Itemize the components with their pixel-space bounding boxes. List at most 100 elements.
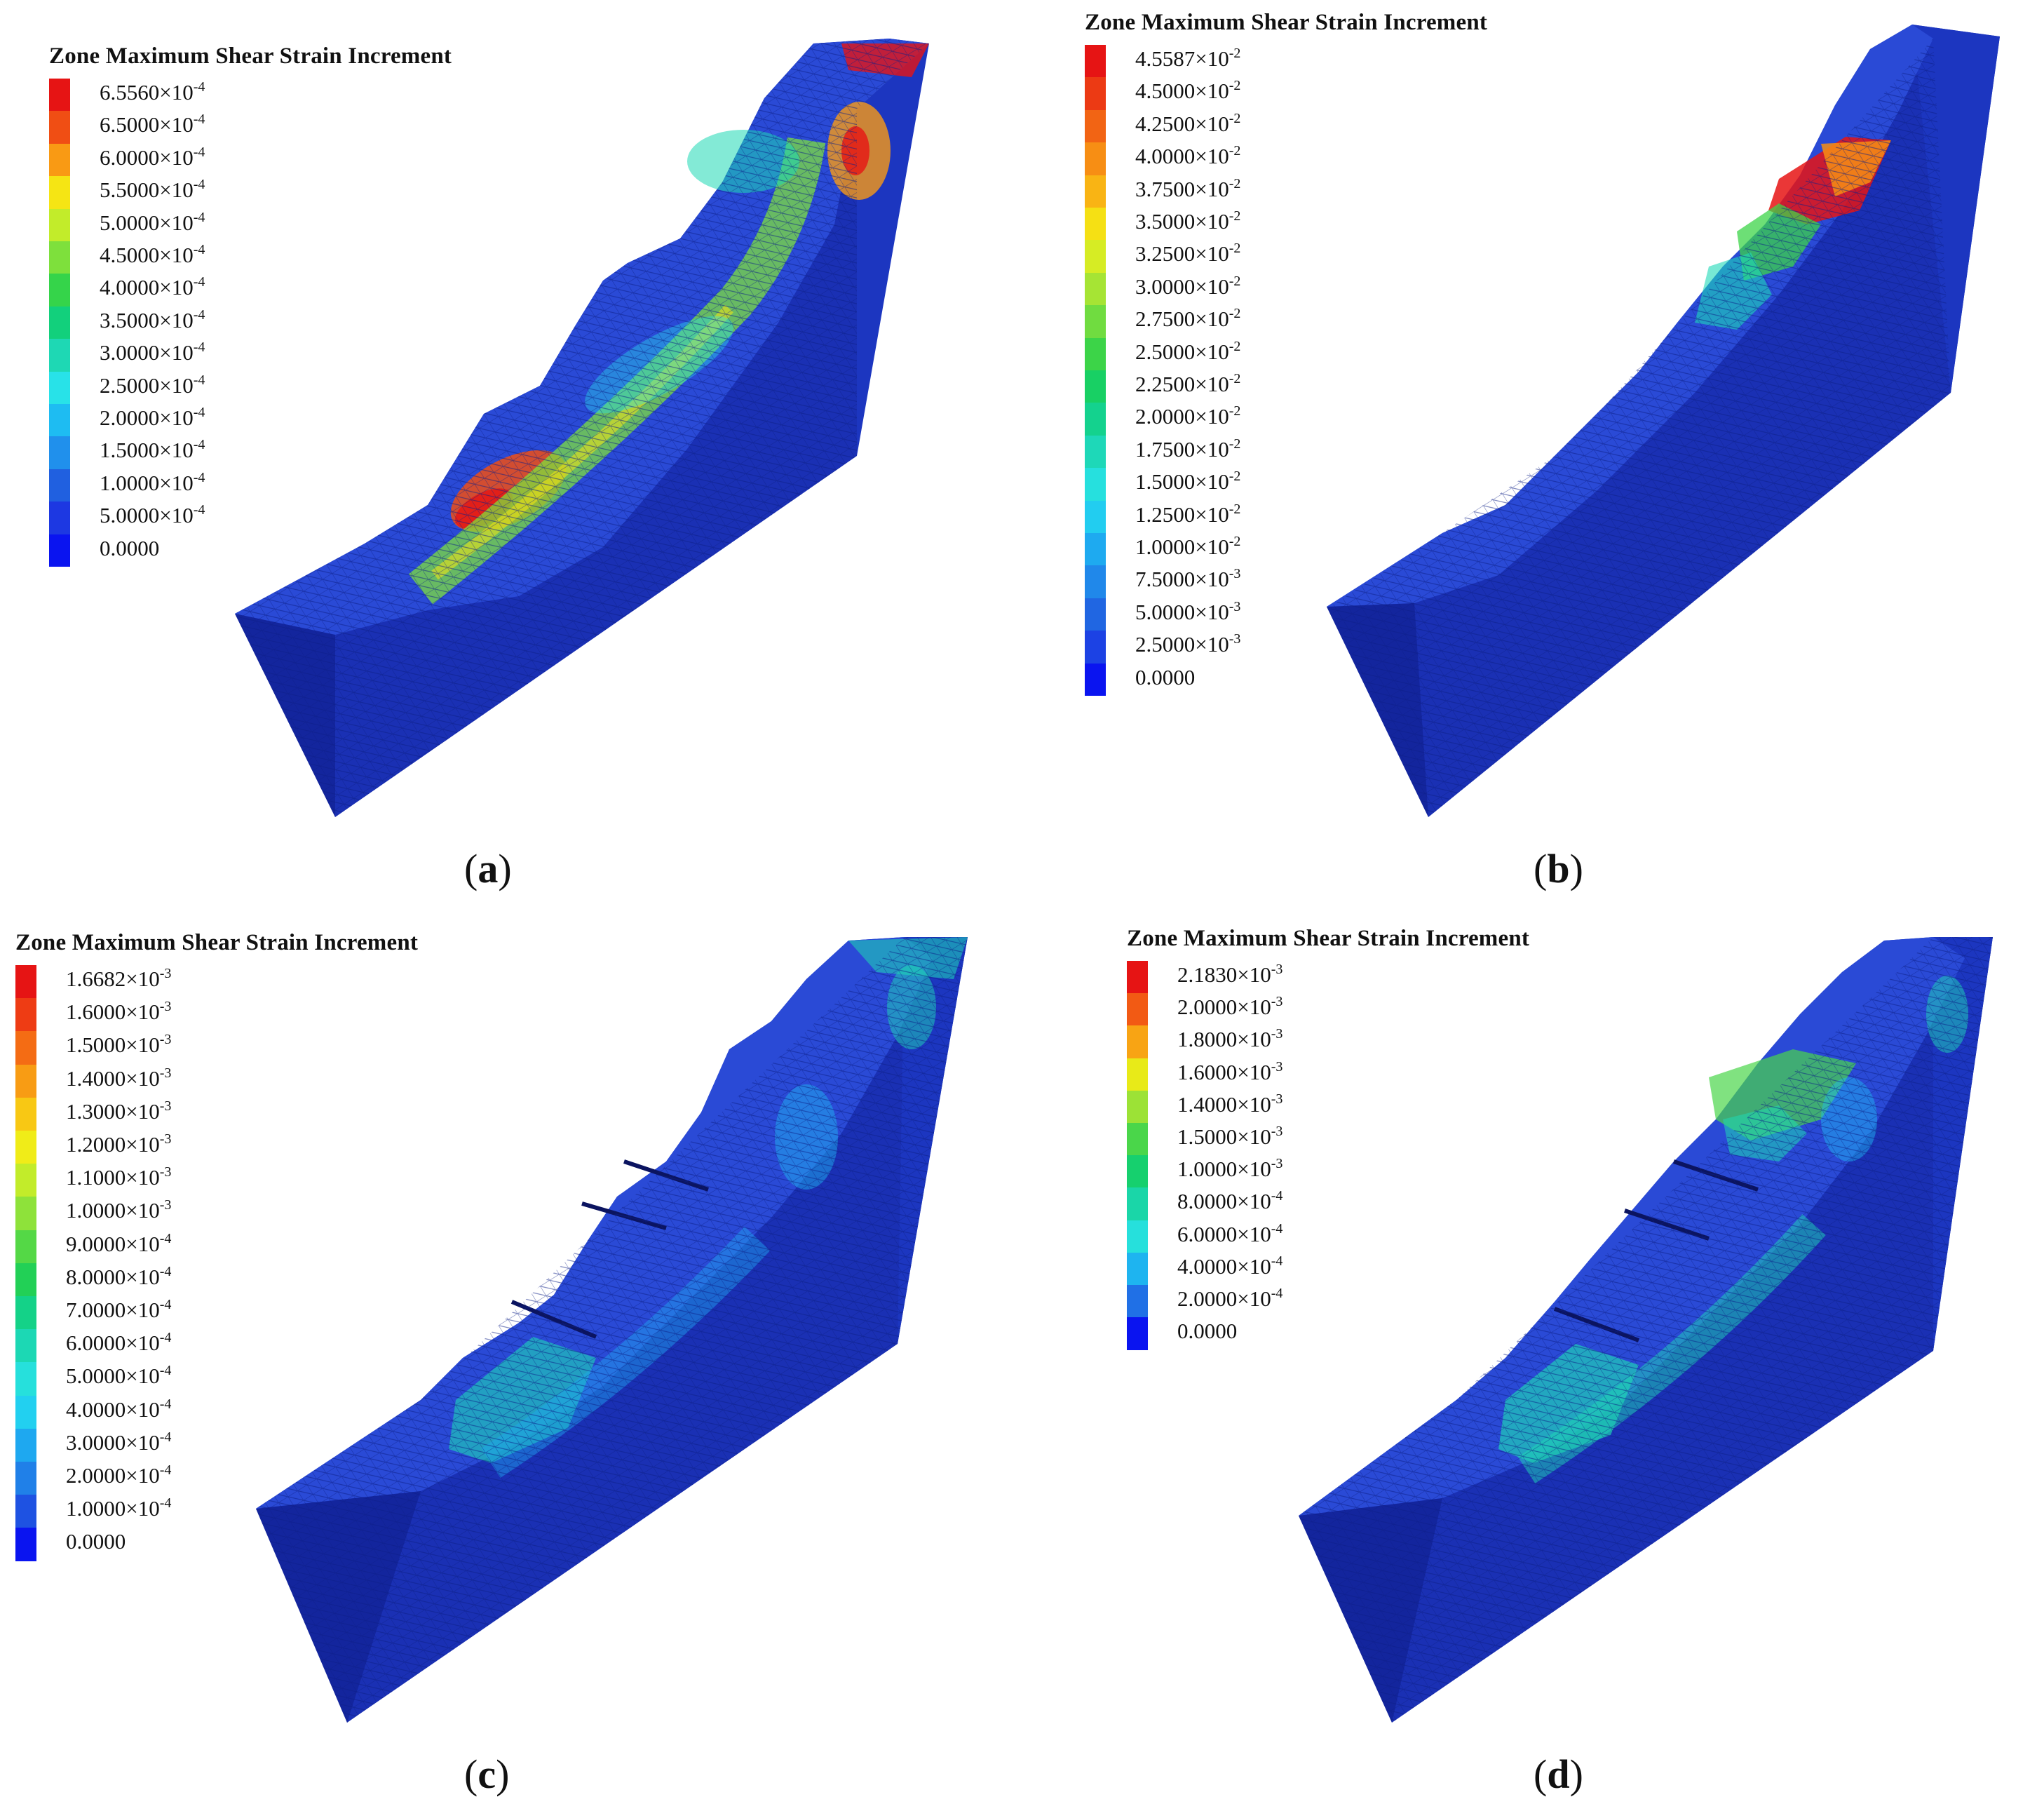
legend-swatch	[15, 1097, 36, 1131]
tick-mantissa: 1.6000	[66, 999, 126, 1025]
legend-tick-label: 6.0000×10-4	[1177, 1221, 1282, 1246]
tick-mantissa: 8.0000	[1177, 1189, 1238, 1214]
tick-multiplier: ×10	[1195, 274, 1229, 299]
tick-multiplier: ×10	[1237, 1157, 1271, 1182]
tick-multiplier: ×10	[1195, 176, 1229, 201]
tick-mantissa: 2.0000	[1177, 995, 1238, 1020]
tick-exponent: -3	[159, 966, 172, 981]
tick-exponent: -4	[159, 1363, 172, 1379]
tick-multiplier: ×10	[1237, 1253, 1271, 1279]
tick-mantissa: 0.0000	[1177, 1319, 1238, 1344]
legend-swatch	[15, 1064, 36, 1098]
legend-tick-label: 1.2000×10-3	[66, 1132, 171, 1155]
legend-tick-label: 1.0000×10-3	[1177, 1157, 1282, 1182]
legend-swatch	[15, 965, 36, 999]
tick-multiplier: ×10	[126, 1165, 160, 1190]
tick-multiplier: ×10	[126, 1032, 160, 1058]
legend-tick-label: 1.2500×10-2	[1135, 501, 1240, 527]
tick-mantissa: 1.2500	[1135, 501, 1196, 527]
color-bar	[1085, 45, 1106, 696]
tick-exponent: -4	[193, 502, 205, 518]
legend-tick-label: 6.0000×10-4	[66, 1331, 171, 1354]
tick-mantissa: 5.0000	[1135, 599, 1196, 624]
tick-mantissa: 2.7500	[1135, 307, 1196, 332]
legend-tick-label: 2.0000×10-3	[1177, 994, 1283, 1020]
tick-multiplier: ×10	[159, 112, 194, 137]
legend-swatch	[1085, 500, 1106, 534]
tick-mantissa: 4.0000	[1135, 144, 1196, 169]
tick-exponent: -2	[1229, 338, 1241, 354]
slope-model-d	[1299, 937, 1993, 1723]
legend-swatch	[1085, 240, 1106, 274]
legend-tick-label: 4.0000×10-4	[66, 1397, 171, 1420]
legend-tick-label: 4.0000×10-4	[100, 275, 205, 298]
legend-swatch	[15, 1428, 36, 1462]
tick-multiplier: ×10	[1237, 1124, 1271, 1149]
tick-exponent: -2	[1229, 273, 1241, 289]
legend-swatch	[1085, 77, 1106, 111]
legend-tick-label: 2.5000×10-2	[1135, 338, 1241, 363]
legend-swatch	[1085, 337, 1106, 371]
legend-tick-label: 2.0000×10-4	[66, 1463, 171, 1488]
tick-exponent: -4	[193, 469, 205, 485]
legend-tick-label: 1.0000×10-2	[1135, 534, 1240, 558]
legend-swatch	[15, 1329, 36, 1363]
tick-mantissa: 5.0000	[100, 503, 160, 528]
tick-mantissa: 2.2500	[1135, 372, 1196, 396]
tick-mantissa: 1.4000	[1177, 1091, 1238, 1117]
legend-tick-label: 5.0000×10-3	[1135, 598, 1241, 624]
tick-multiplier: ×10	[159, 372, 194, 398]
tick-multiplier: ×10	[1195, 404, 1229, 429]
tick-multiplier: ×10	[126, 1065, 160, 1091]
tick-multiplier: ×10	[126, 1429, 160, 1455]
tick-mantissa: 1.0000	[1177, 1157, 1238, 1182]
tick-exponent: -4	[193, 209, 205, 225]
legend-tick-label: 2.0000×10-4	[1177, 1286, 1282, 1309]
legend-swatch	[49, 208, 70, 242]
legend-tick-label: 0.0000	[100, 537, 159, 559]
tick-exponent: -4	[193, 177, 205, 193]
tick-exponent: -3	[159, 1197, 172, 1213]
tick-mantissa: 1.3000	[66, 1098, 126, 1124]
tick-multiplier: ×10	[1195, 209, 1229, 234]
legend-swatch	[1085, 565, 1106, 599]
tick-exponent: -3	[159, 1065, 172, 1081]
tick-exponent: -3	[1229, 598, 1241, 614]
slope-model-a	[235, 39, 929, 817]
tick-mantissa: 4.5000	[1135, 79, 1196, 104]
tick-mantissa: 5.5000	[100, 177, 160, 203]
legend-swatch	[1085, 598, 1106, 631]
legend-tick-label: 7.0000×10-4	[66, 1298, 171, 1322]
tick-exponent: -3	[1271, 994, 1283, 1010]
legend-title: Zone Maximum Shear Strain Increment	[1085, 10, 1488, 35]
legend-swatch	[15, 998, 36, 1032]
tick-multiplier: ×10	[1237, 1221, 1271, 1246]
tick-multiplier: ×10	[1195, 372, 1229, 396]
tick-mantissa: 0.0000	[100, 535, 160, 560]
legend-swatch	[1085, 142, 1106, 176]
tick-mantissa: 2.0000	[66, 1463, 126, 1488]
legend-tick-label: 1.0000×10-4	[100, 469, 205, 494]
legend-tick-label: 8.0000×10-4	[66, 1265, 171, 1288]
caption-a: (a)	[464, 846, 512, 891]
tick-multiplier: ×10	[159, 80, 194, 105]
legend-tick-label: 1.5000×10-4	[100, 437, 205, 463]
legend-swatch	[49, 339, 70, 372]
legend-tick-label: 6.5000×10-4	[100, 112, 205, 137]
tick-multiplier: ×10	[159, 177, 194, 203]
legend-tick-label: 1.5000×10-2	[1135, 469, 1240, 492]
legend-swatch	[49, 469, 70, 502]
tick-mantissa: 2.5000	[100, 372, 160, 398]
tick-multiplier: ×10	[126, 1298, 160, 1322]
tick-mantissa: 3.0000	[100, 340, 160, 365]
tick-exponent: -3	[1271, 1026, 1283, 1042]
legend-swatch	[1085, 435, 1106, 469]
legend-swatch	[1085, 370, 1106, 403]
legend-tick-label: 3.5000×10-4	[100, 308, 205, 331]
tick-mantissa: 1.5000	[100, 438, 160, 463]
legend-swatch	[1085, 45, 1106, 78]
panel-d: Zone Maximum Shear Strain Increment 2.18…	[1022, 909, 2043, 1818]
tick-exponent: -4	[193, 437, 205, 453]
legend-swatch	[1085, 663, 1106, 696]
tick-mantissa: 4.2500	[1135, 111, 1196, 136]
